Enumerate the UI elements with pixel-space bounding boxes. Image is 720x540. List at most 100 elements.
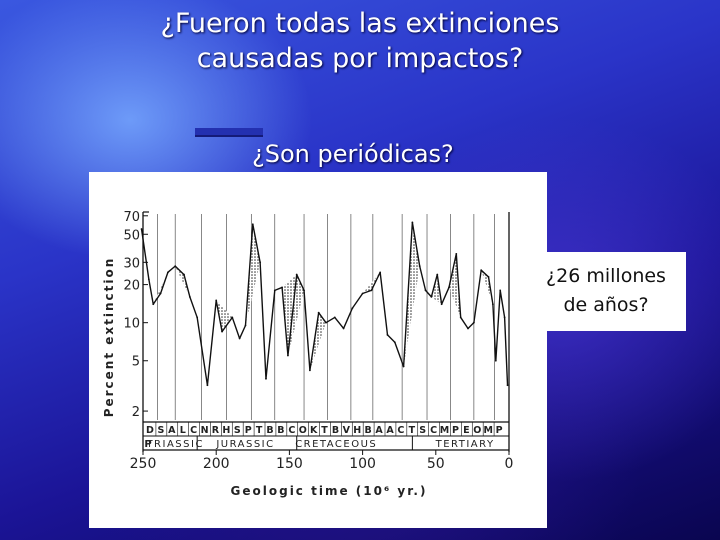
data-point — [251, 223, 254, 226]
data-point — [436, 273, 439, 276]
data-point — [259, 261, 262, 264]
y-tick-label: 20 — [123, 279, 140, 294]
stage-label: T — [409, 425, 416, 436]
data-point — [506, 384, 509, 387]
y-tick-label: 70 — [123, 210, 140, 225]
x-tick-label: 0 — [505, 456, 514, 472]
data-point — [140, 228, 143, 230]
data-point — [491, 303, 494, 306]
data-point — [467, 327, 469, 330]
stage-label: S — [234, 425, 241, 436]
callout-line-1: ¿26 millones — [546, 265, 666, 287]
stage-label: S — [157, 425, 164, 436]
y-axis-label: Percent extinction — [102, 257, 116, 418]
data-point — [287, 354, 289, 357]
periodicity-callout: ¿26 millones de años? — [526, 252, 686, 331]
stage-label: O — [299, 425, 307, 436]
extinction-peak-shading — [481, 270, 493, 305]
slide-subtitle: ¿Son periódicas? — [252, 140, 454, 168]
callout-line-2: de años? — [563, 294, 649, 316]
data-point — [411, 221, 414, 224]
data-point — [183, 273, 185, 276]
x-axis-label: Geologic time (10⁶ yr.) — [231, 484, 428, 498]
data-point — [342, 327, 345, 330]
y-tick-label: 10 — [123, 317, 140, 332]
extinction-peak-shading — [175, 266, 190, 297]
y-tick-label: 30 — [123, 256, 140, 271]
extinction-peak-shading — [287, 274, 305, 356]
data-point — [308, 369, 311, 372]
data-point — [147, 278, 150, 281]
stage-label: H — [353, 425, 361, 436]
extinction-peak-shading — [403, 222, 420, 367]
stage-label: L — [180, 425, 186, 436]
data-point — [206, 384, 209, 387]
data-point — [188, 295, 191, 298]
y-tick-label: 50 — [123, 228, 140, 243]
data-point — [238, 337, 241, 340]
stage-label: P — [245, 425, 252, 436]
stage-label: C — [288, 425, 295, 436]
x-tick-label: 50 — [427, 456, 445, 472]
stage-label: V — [343, 425, 351, 436]
stage-label: T — [321, 425, 328, 436]
data-point — [196, 316, 199, 319]
data-point — [273, 289, 276, 292]
data-point — [361, 292, 364, 295]
x-tick-label: 200 — [203, 456, 230, 472]
data-point — [402, 365, 405, 368]
stage-label: B — [332, 425, 339, 436]
data-point — [472, 321, 475, 324]
data-point — [418, 265, 421, 268]
data-point — [448, 286, 450, 289]
stage-label: A — [386, 425, 394, 436]
slide-title-line-2: causadas por impactos? — [196, 43, 524, 74]
data-point — [295, 273, 298, 276]
data-point — [317, 311, 320, 314]
data-point — [333, 316, 336, 319]
extinction-peak-shading — [216, 300, 233, 332]
data-point — [325, 321, 327, 324]
data-point — [487, 276, 490, 278]
extinction-series-line — [140, 221, 509, 386]
slide-title-line-1: ¿Fueron todas las extinciones — [160, 8, 560, 39]
data-point — [459, 316, 462, 319]
data-point — [244, 324, 247, 327]
extinction-peak-shading — [245, 224, 261, 326]
data-point — [166, 271, 169, 274]
title-divider — [195, 128, 263, 137]
x-tick-label: 150 — [276, 456, 303, 472]
data-point — [174, 265, 177, 268]
period-label: TRIASSIC — [145, 439, 203, 450]
extinction-peak-shading — [448, 253, 461, 318]
stage-label: T — [256, 425, 263, 436]
period-label: CRETACEOUS — [295, 439, 377, 450]
data-point — [494, 359, 497, 362]
y-tick-label: 2 — [132, 405, 140, 420]
stage-label: N — [201, 425, 209, 436]
stage-label: H — [222, 425, 230, 436]
data-point — [152, 303, 155, 306]
data-point — [159, 292, 162, 295]
data-point — [424, 289, 427, 292]
data-point — [303, 289, 305, 292]
x-tick-label: 250 — [130, 456, 157, 472]
y-tick-label: 5 — [132, 355, 140, 370]
stage-label: C — [430, 425, 437, 436]
stage-label: P — [452, 425, 459, 436]
stage-label: C — [397, 425, 404, 436]
data-point — [231, 316, 234, 319]
stage-label: M — [440, 425, 449, 436]
data-point — [281, 286, 283, 289]
stage-label: B — [266, 425, 273, 436]
data-point — [215, 299, 218, 302]
stage-label: O — [473, 425, 481, 436]
data-point — [370, 289, 373, 292]
slide-title: ¿Fueron todas las extinciones causadas p… — [0, 6, 720, 76]
data-point — [499, 289, 502, 292]
extinction-peak-shading — [431, 274, 442, 305]
x-tick-label: 100 — [349, 456, 376, 472]
data-point — [386, 334, 389, 336]
